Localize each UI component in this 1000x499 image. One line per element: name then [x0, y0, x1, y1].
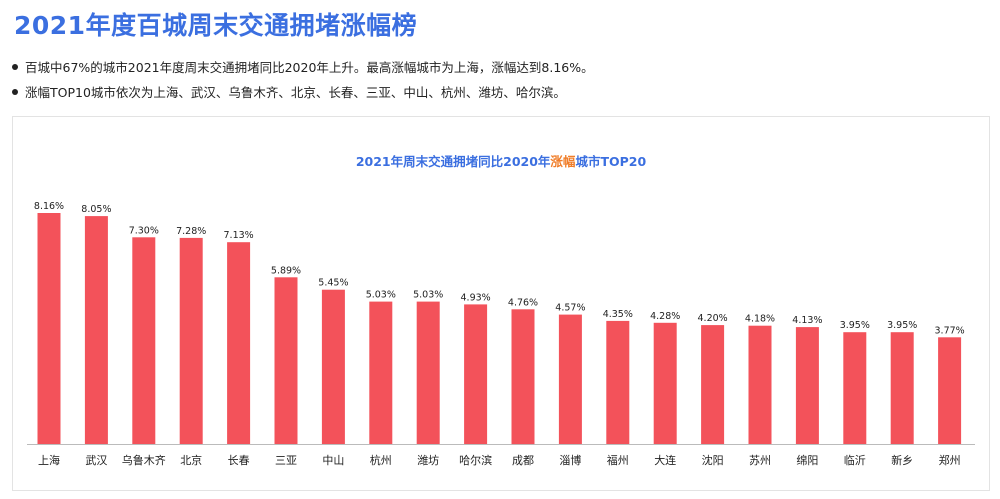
bar-成都	[511, 309, 535, 445]
summary-bullet: 百城中67%的城市2021年度周末交通拥堵同比2020年上升。最高涨幅城市为上海…	[12, 54, 594, 79]
x-tick-label-郑州: 郑州	[939, 453, 961, 467]
data-label-临沂: 3.95%	[840, 320, 870, 331]
data-label-福州: 4.35%	[603, 309, 633, 320]
chart-title-text: 2021年周末交通拥堵同比2020年	[355, 154, 551, 169]
data-label-苏州: 4.18%	[745, 314, 775, 325]
data-label-北京: 7.28%	[176, 226, 206, 237]
data-label-大连: 4.28%	[650, 311, 680, 322]
data-label-潍坊: 5.03%	[413, 290, 443, 301]
bar-潍坊	[416, 301, 440, 444]
data-label-乌鲁木齐: 7.30%	[129, 225, 159, 236]
data-label-长春: 7.13%	[224, 230, 254, 241]
x-tick-label-乌鲁木齐: 乌鲁木齐	[122, 453, 166, 467]
bar-沈阳	[701, 325, 725, 444]
bar-chart: 8.16% 上海 8.05% 武汉 7.30% 乌鲁木齐 7.28% 北京 7.13% 长春 5.8…	[27, 201, 975, 467]
bar-绵阳	[795, 327, 819, 444]
x-tick-label-北京: 北京	[180, 453, 202, 467]
bar-大连	[653, 322, 677, 444]
x-tick-label-杭州: 杭州	[370, 453, 392, 467]
x-tick-label-长春: 长春	[228, 454, 250, 467]
summary-text: 百城中67%的城市2021年度周末交通拥堵同比2020年上升。最高涨幅城市为上海…	[25, 60, 594, 75]
chart-title-suffix: 城市TOP20	[575, 154, 647, 169]
bar-淄博	[558, 314, 582, 444]
bar-苏州	[748, 325, 772, 444]
data-label-新乡: 3.95%	[887, 320, 917, 331]
data-label-淄博: 4.57%	[555, 303, 585, 314]
bar-北京	[179, 237, 203, 444]
data-label-中山: 5.45%	[318, 278, 348, 289]
bar-长春	[227, 242, 251, 444]
data-label-绵阳: 4.13%	[792, 315, 822, 326]
bullet-dot-icon	[12, 88, 18, 95]
x-tick-label-三亚: 三亚	[275, 454, 297, 467]
bar-中山	[321, 289, 345, 444]
bar-三亚	[274, 277, 298, 444]
data-label-沈阳: 4.20%	[698, 313, 728, 324]
bullet-dot-icon	[12, 63, 18, 70]
x-tick-label-上海: 上海	[38, 453, 60, 467]
x-tick-label-哈尔滨: 哈尔滨	[459, 453, 492, 467]
x-tick-label-绵阳: 绵阳	[796, 453, 818, 467]
x-tick-label-中山: 中山	[322, 454, 344, 467]
bar-乌鲁木齐	[132, 237, 156, 444]
x-tick-label-成都: 成都	[512, 454, 534, 467]
bar-哈尔滨	[464, 304, 488, 444]
data-label-郑州: 3.77%	[935, 325, 965, 336]
x-tick-label-武汉: 武汉	[85, 454, 107, 467]
data-label-上海: 8.16%	[34, 201, 64, 212]
x-tick-label-潍坊: 潍坊	[417, 453, 439, 467]
x-tick-label-苏州: 苏州	[749, 454, 771, 467]
bar-武汉	[84, 216, 108, 444]
x-tick-label-沈阳: 沈阳	[702, 453, 724, 467]
bar-郑州	[938, 337, 962, 444]
summary-bullet: 涨幅TOP10城市依次为上海、武汉、乌鲁木齐、北京、长春、三亚、中山、杭州、潍坊…	[12, 79, 594, 104]
summary-bullets: 百城中67%的城市2021年度周末交通拥堵同比2020年上升。最高涨幅城市为上海…	[12, 54, 594, 104]
data-label-武汉: 8.05%	[81, 204, 111, 215]
data-label-哈尔滨: 4.93%	[461, 292, 491, 303]
summary-text: 涨幅TOP10城市依次为上海、武汉、乌鲁木齐、北京、长春、三亚、中山、杭州、潍坊…	[25, 85, 566, 100]
data-label-杭州: 5.03%	[366, 290, 396, 301]
data-label-成都: 4.76%	[508, 297, 538, 308]
chart-container: 2021年周末交通拥堵同比2020年涨幅城市TOP20 8.16% 上海 8.05%…	[12, 116, 990, 491]
page-title: 2021年度百城周末交通拥堵涨幅榜	[14, 11, 418, 40]
bar-福州	[606, 320, 630, 444]
bar-上海	[37, 213, 61, 444]
bar-临沂	[843, 332, 867, 444]
chart-title: 2021年周末交通拥堵同比2020年涨幅城市TOP20	[13, 151, 989, 170]
x-tick-label-福州: 福州	[607, 453, 629, 467]
bar-新乡	[890, 332, 914, 444]
x-tick-label-临沂: 临沂	[844, 453, 866, 467]
x-tick-label-新乡: 新乡	[891, 453, 913, 467]
bar-杭州	[369, 301, 393, 444]
x-tick-label-淄博: 淄博	[559, 454, 581, 467]
x-tick-label-大连: 大连	[654, 453, 676, 467]
data-label-三亚: 5.89%	[271, 265, 301, 276]
chart-title-highlight: 涨幅	[550, 154, 576, 169]
